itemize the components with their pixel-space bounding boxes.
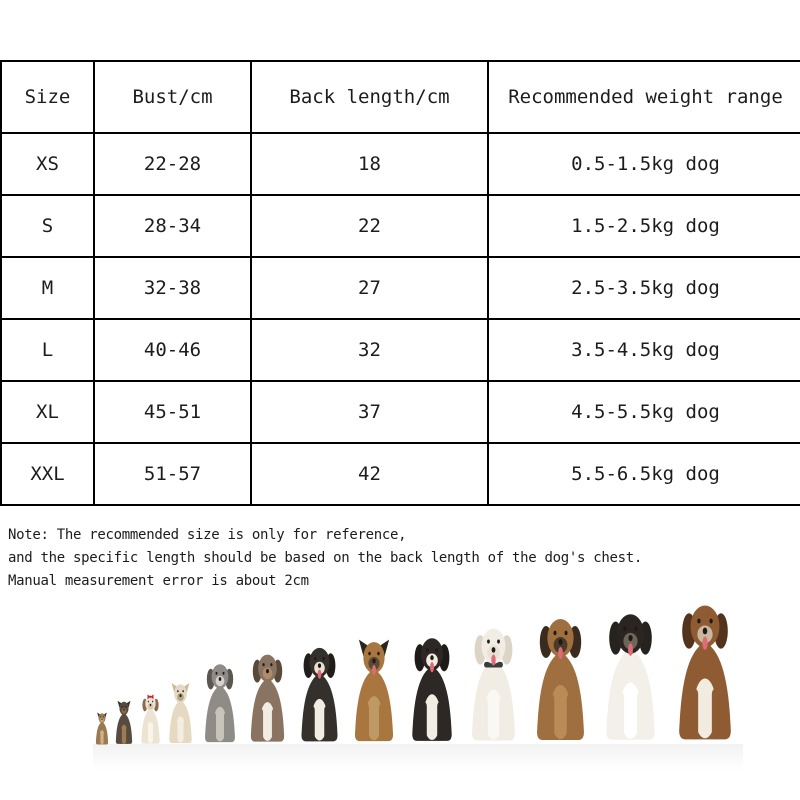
size-cell: L [0, 318, 95, 382]
dog-illustration-malinois [355, 639, 394, 742]
table-row: S 28-34 22 1.5-2.5kg dog [0, 194, 800, 258]
dog-illustration-border-collie [300, 647, 338, 742]
bust-cell: 40-46 [93, 318, 252, 382]
table-header-row: Size Bust/cm Back length/cm Recommended … [0, 60, 800, 134]
weight-cell: 5.5-6.5kg dog [487, 442, 800, 506]
size-chart-table: Size Bust/cm Back length/cm Recommended … [0, 60, 800, 506]
bust-cell: 32-38 [93, 256, 252, 320]
column-header-back-length: Back length/cm [250, 60, 489, 134]
dog-illustration-saint-bernard [679, 605, 731, 740]
back-length-cell: 42 [250, 442, 489, 506]
back-length-cell: 27 [250, 256, 489, 320]
column-header-weight: Recommended weight range [487, 60, 800, 134]
dog-illustration-shih-tzu [140, 694, 160, 744]
column-header-size: Size [0, 60, 95, 134]
back-length-cell: 22 [250, 194, 489, 258]
dog-illustration-australian-shepherd [250, 654, 284, 742]
bust-cell: 22-28 [93, 132, 252, 196]
note-line: Manual measurement error is about 2cm [8, 573, 309, 589]
dog-illustration-white-bulldog [471, 628, 515, 741]
back-length-cell: 37 [250, 380, 489, 444]
weight-cell: 4.5-5.5kg dog [487, 380, 800, 444]
note-line: and the specific length should be based … [8, 550, 643, 566]
dog-illustration-french-bulldog [169, 682, 192, 744]
weight-cell: 3.5-4.5kg dog [487, 318, 800, 382]
size-chart-body: XS 22-28 18 0.5-1.5kg dog S 28-34 22 1.5-2.5kg … [0, 132, 800, 506]
size-cell: M [0, 256, 95, 320]
dog-size-comparison-image [93, 596, 743, 746]
dog-illustration-landseer [606, 614, 655, 740]
size-cell: XXL [0, 442, 95, 506]
dog-illustration-chihuahua [95, 712, 109, 745]
size-cell: XL [0, 380, 95, 444]
table-row: M 32-38 27 2.5-3.5kg dog [0, 256, 800, 320]
table-row: XL 45-51 37 4.5-5.5kg dog [0, 380, 800, 444]
bust-cell: 45-51 [93, 380, 252, 444]
note-text: Note: The recommended size is only for r… [8, 524, 788, 593]
size-cell: S [0, 194, 95, 258]
table-row: XXL 51-57 42 5.5-6.5kg dog [0, 442, 800, 506]
size-cell: XS [0, 132, 95, 196]
back-length-cell: 32 [250, 318, 489, 382]
table-row: L 40-46 32 3.5-4.5kg dog [0, 318, 800, 382]
weight-cell: 2.5-3.5kg dog [487, 256, 800, 320]
bust-cell: 28-34 [93, 194, 252, 258]
dog-illustration-schnauzer [205, 664, 235, 743]
back-length-cell: 18 [250, 132, 489, 196]
table-row: XS 22-28 18 0.5-1.5kg dog [0, 132, 800, 196]
note-line: Note: The recommended size is only for r… [8, 527, 407, 543]
dog-illustration-mastiff [536, 619, 584, 740]
column-header-bust: Bust/cm [93, 60, 252, 134]
weight-cell: 0.5-1.5kg dog [487, 132, 800, 196]
dog-illustration-entlebucher-mountain-dog [412, 638, 452, 741]
weight-cell: 1.5-2.5kg dog [487, 194, 800, 258]
bust-cell: 51-57 [93, 442, 252, 506]
dog-illustration-yorkshire-terrier [115, 700, 132, 744]
photo-floor-shadow [93, 744, 743, 770]
